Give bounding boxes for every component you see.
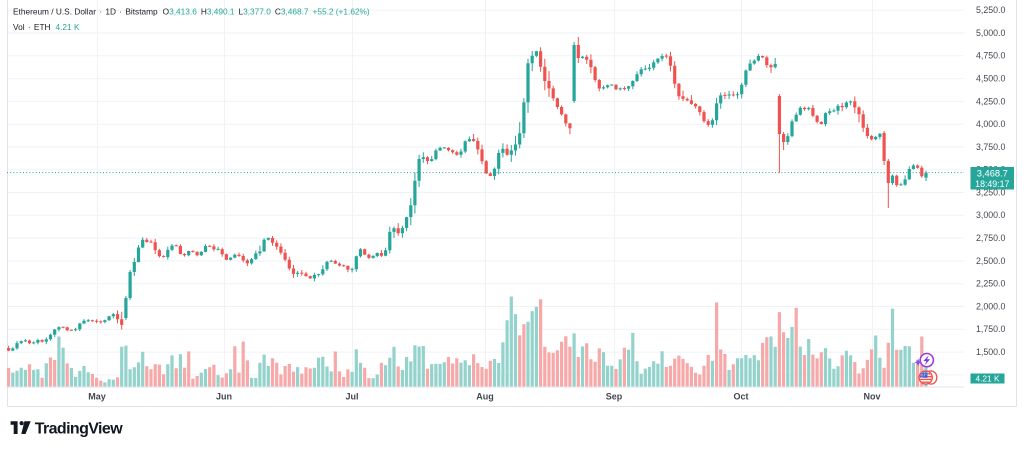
svg-text:3,468.7: 3,468.7 (977, 169, 1008, 179)
svg-text:TradingView: TradingView (35, 420, 124, 437)
svg-text:1,750.0: 1,750.0 (976, 324, 1005, 334)
svg-text:Aug: Aug (476, 392, 494, 402)
svg-text:Ethereum / U.S. Dollar · 1D ·: Ethereum / U.S. Dollar · 1D · Bitstamp O3… (13, 7, 370, 17)
svg-text:18:49:17: 18:49:17 (975, 179, 1009, 189)
svg-text:Nov: Nov (863, 392, 880, 402)
svg-text:4,250.0: 4,250.0 (976, 96, 1005, 106)
svg-text:4,000.0: 4,000.0 (976, 119, 1005, 129)
svg-text:2,250.0: 2,250.0 (976, 279, 1005, 289)
svg-text:4,500.0: 4,500.0 (976, 74, 1005, 84)
svg-text:5,250.0: 5,250.0 (976, 5, 1005, 15)
svg-text:1,500.0: 1,500.0 (976, 347, 1005, 357)
svg-text:Jul: Jul (345, 392, 358, 402)
svg-text:4.21 K: 4.21 K (976, 373, 1000, 383)
svg-text:3,000.0: 3,000.0 (976, 210, 1005, 220)
svg-text:Sep: Sep (606, 392, 623, 402)
svg-text:5,000.0: 5,000.0 (976, 28, 1005, 38)
svg-text:3,250.0: 3,250.0 (976, 187, 1005, 197)
svg-text:Oct: Oct (733, 392, 748, 402)
svg-text:2,500.0: 2,500.0 (976, 256, 1005, 266)
svg-text:Jun: Jun (216, 392, 232, 402)
svg-text:May: May (88, 392, 106, 402)
svg-text:2,000.0: 2,000.0 (976, 301, 1005, 311)
svg-text:3,750.0: 3,750.0 (976, 142, 1005, 152)
svg-text:2,750.0: 2,750.0 (976, 233, 1005, 243)
svg-text:4,750.0: 4,750.0 (976, 51, 1005, 61)
